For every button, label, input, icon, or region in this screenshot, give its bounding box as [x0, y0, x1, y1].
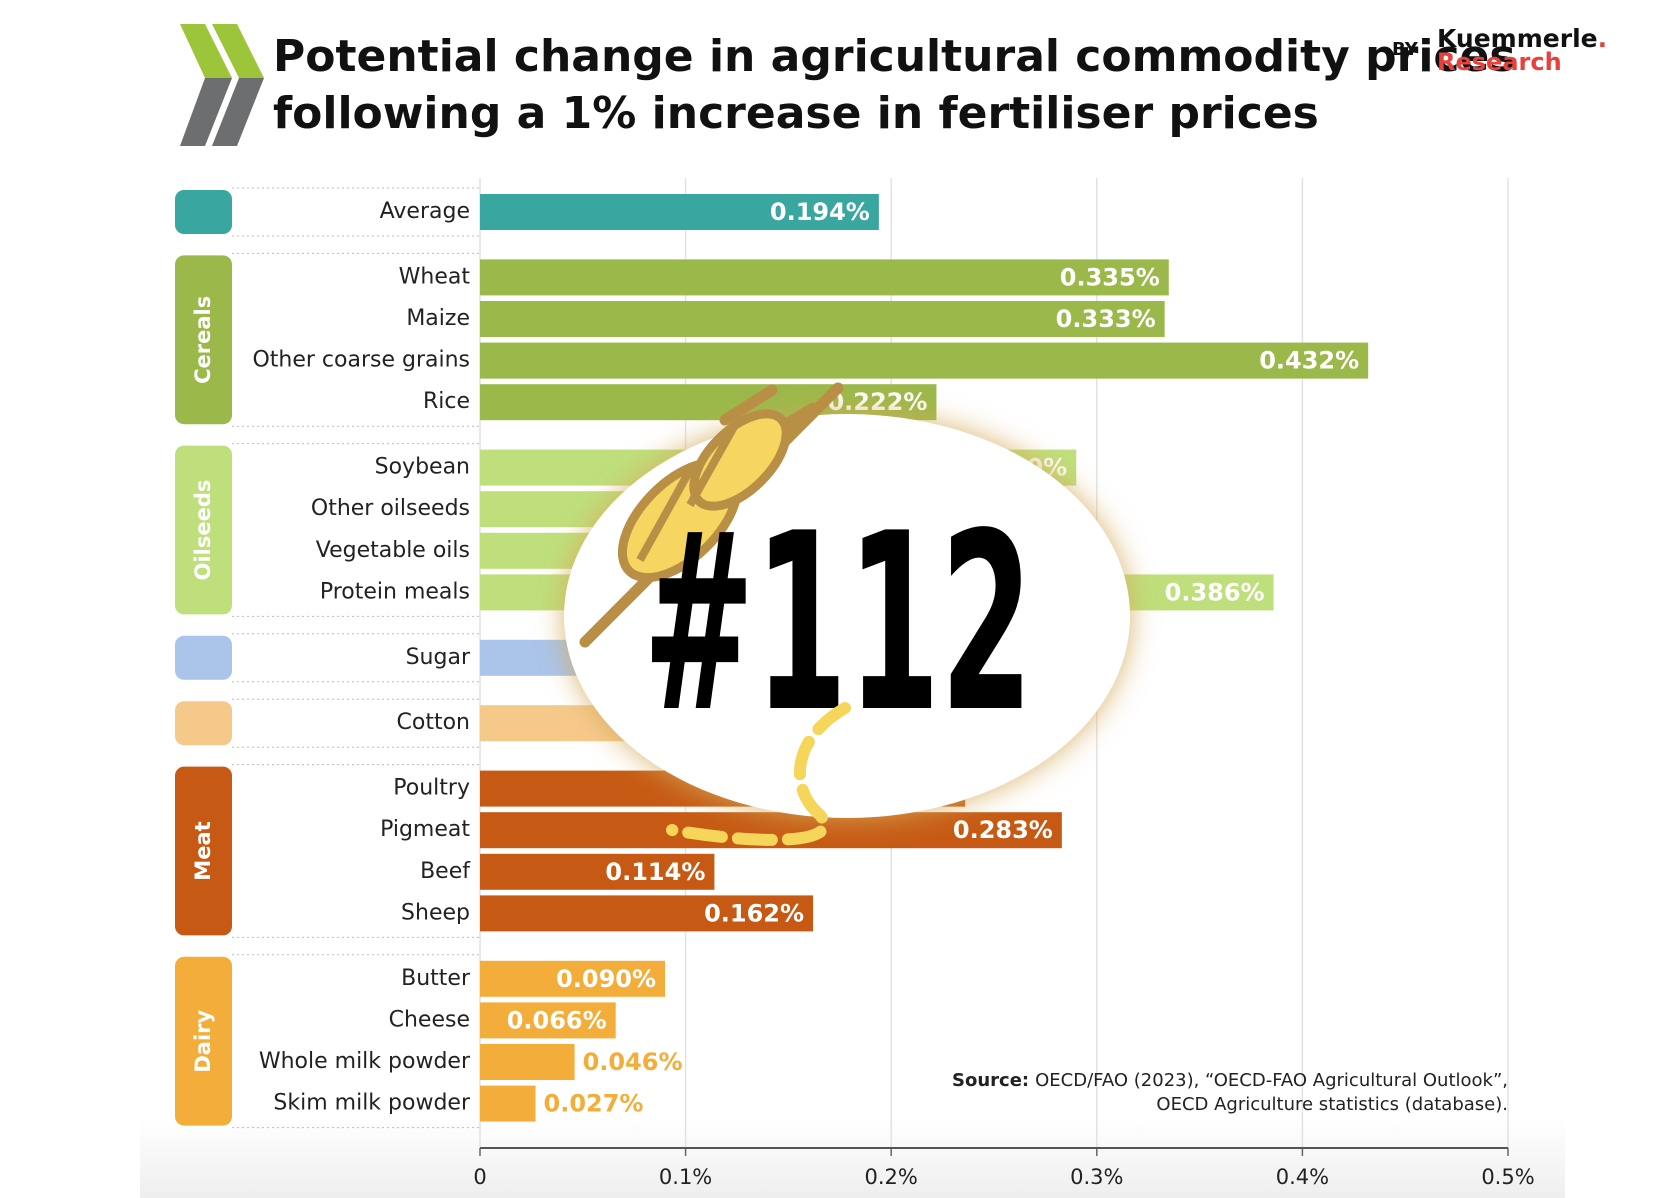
brand-by: BY [1392, 39, 1419, 60]
chart-title: Potential change in agricultural commodi… [273, 31, 1516, 82]
category-label: Wheat [399, 264, 471, 289]
category-label: Butter [401, 966, 471, 991]
category-label: Cheese [389, 1007, 470, 1032]
value-label: 0.283% [953, 816, 1053, 844]
bar [480, 1044, 575, 1080]
category-label: Sheep [401, 900, 470, 925]
category-label: Vegetable oils [316, 538, 470, 563]
bottom-band [140, 1120, 1565, 1198]
value-label: 0.432% [1259, 347, 1359, 375]
bar [480, 1002, 616, 1039]
chart-title: following a 1% increase in fertiliser pr… [273, 88, 1319, 139]
brand-dot: . [1598, 24, 1608, 53]
group-label: Dairy [191, 1009, 215, 1072]
category-label: Cotton [397, 710, 470, 735]
value-label: 0.114% [605, 858, 705, 886]
group-tab [175, 255, 232, 425]
value-label: 0.046% [583, 1048, 683, 1076]
category-label: Rice [423, 389, 470, 414]
group-tab [175, 635, 232, 680]
source-line: OECD Agriculture statistics (database). [1156, 1094, 1508, 1115]
group-label: Cereals [191, 296, 215, 384]
bar [480, 384, 937, 421]
group-tab [175, 445, 232, 615]
x-tick-label: 0.5% [1481, 1165, 1534, 1189]
bar [480, 194, 879, 230]
group-label: Meat [191, 821, 215, 880]
group-tab [175, 701, 232, 746]
category-label: Maize [406, 306, 470, 331]
x-tick-label: 0.2% [865, 1165, 918, 1189]
category-label: Pigmeat [380, 817, 470, 842]
value-label: 0.027% [544, 1090, 644, 1118]
value-label: 0.333% [1056, 305, 1156, 333]
category-label: Average [380, 199, 470, 224]
bar [480, 960, 666, 997]
badge-text: #112 [643, 481, 1033, 766]
group-label: Oilseeds [191, 480, 215, 581]
wheat-icon [579, 382, 844, 648]
bar [480, 259, 1169, 296]
source-line: OECD/FAO (2023), “OECD-FAO Agricultural … [1035, 1070, 1508, 1091]
category-label: Other coarse grains [252, 348, 470, 373]
group-tab [175, 956, 232, 1126]
dashed-curve [666, 702, 851, 846]
value-label: 0.222% [827, 388, 927, 416]
badge: #112 [564, 382, 1130, 846]
group-tab [175, 190, 232, 234]
value-label: 0.335% [1060, 263, 1160, 291]
source-label: Source: [952, 1070, 1029, 1091]
brand-sub: Research [1437, 48, 1562, 76]
x-tick-label: 0.4% [1276, 1165, 1329, 1189]
bar [480, 895, 814, 932]
category-label: Other oilseeds [311, 496, 470, 521]
value-label: 0.090% [556, 965, 656, 993]
source: Source: OECD/FAO (2023), “OECD-FAO Agricu… [952, 1070, 1508, 1091]
bar [480, 301, 1165, 337]
category-label: Sugar [406, 645, 471, 670]
category-label: Skim milk powder [273, 1091, 471, 1116]
category-label: Poultry [393, 776, 470, 801]
brand-name: Kuemmerle. [1437, 24, 1607, 53]
x-tick-label: 0.3% [1070, 1165, 1123, 1189]
x-tick-label: 0.1% [659, 1165, 712, 1189]
value-label: 0.162% [704, 899, 804, 927]
value-label: 0.386% [1165, 578, 1265, 606]
category-label: Protein meals [320, 579, 470, 604]
category-label: Soybean [375, 455, 470, 480]
oecd-logo [180, 24, 264, 146]
x-tick-label: 0 [473, 1165, 486, 1189]
bar [480, 1085, 536, 1122]
value-label: 0.194% [770, 198, 870, 226]
bar [480, 342, 1369, 379]
bar [480, 853, 715, 890]
category-label: Beef [420, 859, 471, 884]
brand-name-text: Kuemmerle [1437, 24, 1598, 53]
group-tab [175, 766, 232, 936]
value-label: 0.066% [507, 1006, 607, 1034]
category-label: Whole milk powder [259, 1049, 471, 1074]
